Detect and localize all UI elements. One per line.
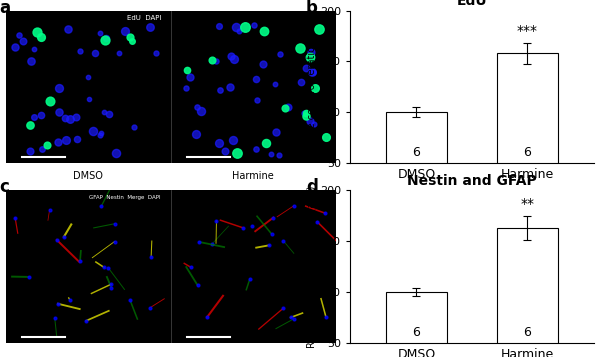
Bar [497,53,558,214]
Text: d: d [306,178,318,196]
Y-axis label: Relative cell proliferation (a.u.): Relative cell proliferation (a.u.) [307,11,317,162]
Bar [386,292,447,357]
Text: DMSO: DMSO [73,0,103,1]
Text: 6: 6 [413,326,421,339]
Text: 6: 6 [413,146,421,159]
Text: 6: 6 [523,146,532,159]
Text: EdU  DAPI: EdU DAPI [127,15,161,21]
Bar [386,112,447,214]
Text: a: a [0,0,11,16]
Text: **: ** [520,197,535,211]
Bar [497,228,558,357]
Text: b: b [306,0,318,16]
Title: EdU: EdU [457,0,487,8]
Text: c: c [0,178,9,196]
Text: ***: *** [517,24,538,38]
Text: Harmine: Harmine [232,0,274,1]
Text: DMSO: DMSO [73,171,103,181]
Text: Harmine: Harmine [232,171,274,181]
Title: Nestin and GFAP: Nestin and GFAP [407,174,537,188]
Text: GFAP  Nestin  Merge  DAPI: GFAP Nestin Merge DAPI [89,195,161,200]
Y-axis label: Relative protein expression (a.u.): Relative protein expression (a.u.) [307,185,317,348]
Text: 6: 6 [523,326,532,339]
